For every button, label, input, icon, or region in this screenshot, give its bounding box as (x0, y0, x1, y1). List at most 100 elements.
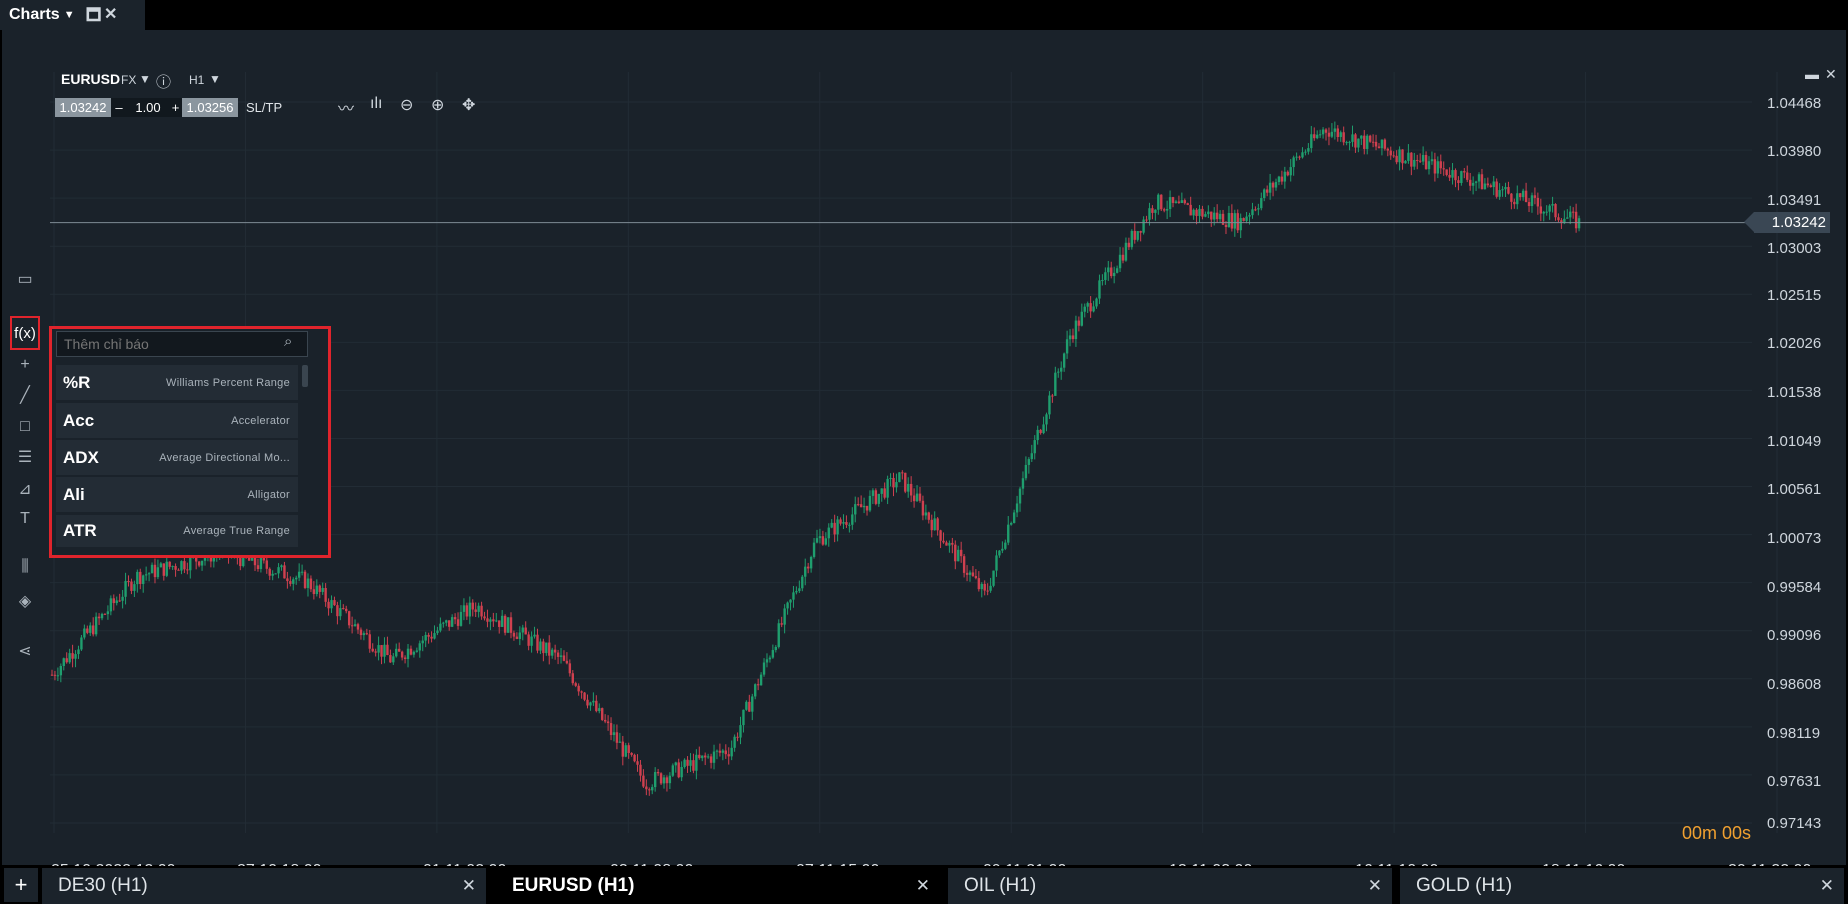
candle-body (1536, 197, 1540, 207)
scrollbar[interactable] (302, 365, 308, 387)
candle-body (86, 628, 89, 633)
candle-body (1433, 159, 1437, 174)
candle-body (1492, 181, 1495, 188)
maximize-icon[interactable]: ▬ (1805, 66, 1825, 82)
rectangle-icon[interactable]: □ (20, 418, 30, 435)
candle-body (754, 684, 757, 697)
move-icon[interactable]: ✥ (462, 97, 476, 114)
candle-body (1271, 182, 1275, 188)
info-icon[interactable]: ⓘ (156, 74, 172, 91)
candle-body (1101, 279, 1104, 281)
chart-tab-de30[interactable]: DE30 (H1) ✕ (42, 868, 486, 904)
timeframe-select[interactable]: H1 (189, 73, 205, 87)
candle-body (971, 572, 975, 577)
indicator-item[interactable]: Acc Accelerator (56, 403, 298, 438)
candle-body (862, 505, 866, 508)
candle-body (539, 641, 542, 651)
candle-body (1277, 176, 1281, 183)
chevron-down-icon[interactable]: ▼ (209, 72, 221, 86)
share-icon[interactable]: ⋖ (18, 643, 32, 660)
indicator-item[interactable]: Ali Alligator (56, 477, 298, 512)
fan-icon[interactable]: ⊿ (18, 481, 32, 498)
candle-body (1289, 167, 1292, 176)
candle-body (715, 750, 719, 752)
candle-body (695, 754, 698, 771)
candle-body (703, 755, 707, 758)
fibonacci-icon[interactable]: ☰ (17, 449, 33, 466)
text-icon[interactable]: T (20, 510, 30, 527)
compare-icon[interactable]: ⫼ (21, 558, 29, 575)
sltp-button[interactable]: SL/TP (246, 100, 283, 115)
candle-body (1001, 548, 1004, 551)
candle-body (465, 605, 469, 617)
chart-tab-eurusd[interactable]: EURUSD (H1) ✕ (496, 868, 940, 904)
candle-body (677, 762, 680, 778)
close-icon[interactable]: ✕ (1819, 876, 1834, 895)
candle-body (871, 490, 875, 496)
close-icon[interactable]: ✕ (104, 6, 118, 23)
chart-tab-oil[interactable]: OIL (H1) ✕ (948, 868, 1392, 904)
indicator-item[interactable]: %R Williams Percent Range (56, 365, 298, 400)
sell-price-button[interactable]: 1.03242 (55, 98, 111, 117)
tab-label: EURUSD (H1) (512, 875, 635, 896)
close-icon[interactable]: ✕ (915, 876, 930, 895)
candle-body (397, 648, 401, 652)
indicator-item[interactable]: ATR Average True Range (56, 515, 298, 547)
candle-body (1392, 155, 1395, 157)
candlestick-type-icon[interactable]: ılı (370, 95, 383, 112)
candle-body (1227, 213, 1231, 228)
crosshair-icon[interactable]: + (20, 356, 30, 373)
candle-body (436, 630, 439, 634)
candle-body (1342, 132, 1345, 143)
indicator-item[interactable]: ADX Average Directional Mo... (56, 440, 298, 475)
candle-body (821, 536, 825, 545)
chevron-down-icon[interactable]: ▼ (63, 9, 75, 21)
candle-body (1307, 148, 1310, 152)
window-title-tab[interactable]: Charts ▼ 🗖 ✕ (0, 0, 145, 30)
candle-body (995, 555, 998, 571)
chart-tab-gold[interactable]: GOLD (H1) ✕ (1400, 868, 1844, 904)
layers-icon[interactable]: ◈ (18, 593, 32, 610)
decrease-quantity-button[interactable]: – (111, 98, 127, 117)
maximize-icon[interactable]: 🗖 (86, 7, 102, 24)
indicator-search-input[interactable] (56, 331, 308, 357)
candle-body (709, 756, 713, 763)
chart-window[interactable]: EURUSD FX ▼ ⓘ H1 ▼ 1.03242 – 1.00 + 1.03… (2, 30, 1846, 879)
candle-body (439, 623, 442, 631)
close-icon[interactable]: ✕ (461, 876, 476, 895)
buy-price-button[interactable]: 1.03256 (182, 98, 238, 117)
candle-body (1507, 187, 1510, 194)
candle-body (109, 598, 113, 612)
zoom-out-icon[interactable]: ⊖ (400, 97, 414, 114)
candle-body (1039, 429, 1042, 434)
chevron-down-icon[interactable]: ▼ (139, 72, 151, 86)
candle-body (459, 611, 463, 626)
close-icon[interactable]: ✕ (1825, 66, 1843, 82)
candle-body (400, 651, 404, 658)
candlestick-chart[interactable] (2, 30, 1846, 865)
line-chart-icon[interactable]: 〰 (338, 101, 355, 118)
candle-body (671, 765, 675, 776)
increase-quantity-button[interactable]: + (169, 98, 182, 117)
candle-body (1145, 219, 1148, 221)
candle-body (568, 663, 572, 674)
candle-body (359, 629, 363, 636)
close-icon[interactable]: ✕ (1367, 876, 1382, 895)
quantity-input[interactable]: 1.00 (127, 98, 169, 117)
candle-body (68, 653, 71, 663)
candle-body (1445, 169, 1448, 175)
candle-body (374, 651, 377, 653)
trendline-icon[interactable]: ╱ (20, 387, 30, 404)
candle-body (721, 750, 725, 753)
add-chart-button[interactable]: + (4, 868, 38, 902)
chart-settings-icon[interactable]: ▭ (17, 271, 33, 288)
candle-body (80, 637, 83, 650)
candle-body (674, 762, 677, 766)
indicators-icon[interactable]: f(x) (10, 316, 40, 350)
symbol-label[interactable]: EURUSD (61, 71, 121, 87)
candle-body (136, 571, 139, 585)
search-icon[interactable]: ⌕ (284, 333, 293, 350)
candle-body (612, 732, 616, 736)
zoom-in-icon[interactable]: ⊕ (431, 97, 445, 114)
candle-body (636, 761, 639, 765)
